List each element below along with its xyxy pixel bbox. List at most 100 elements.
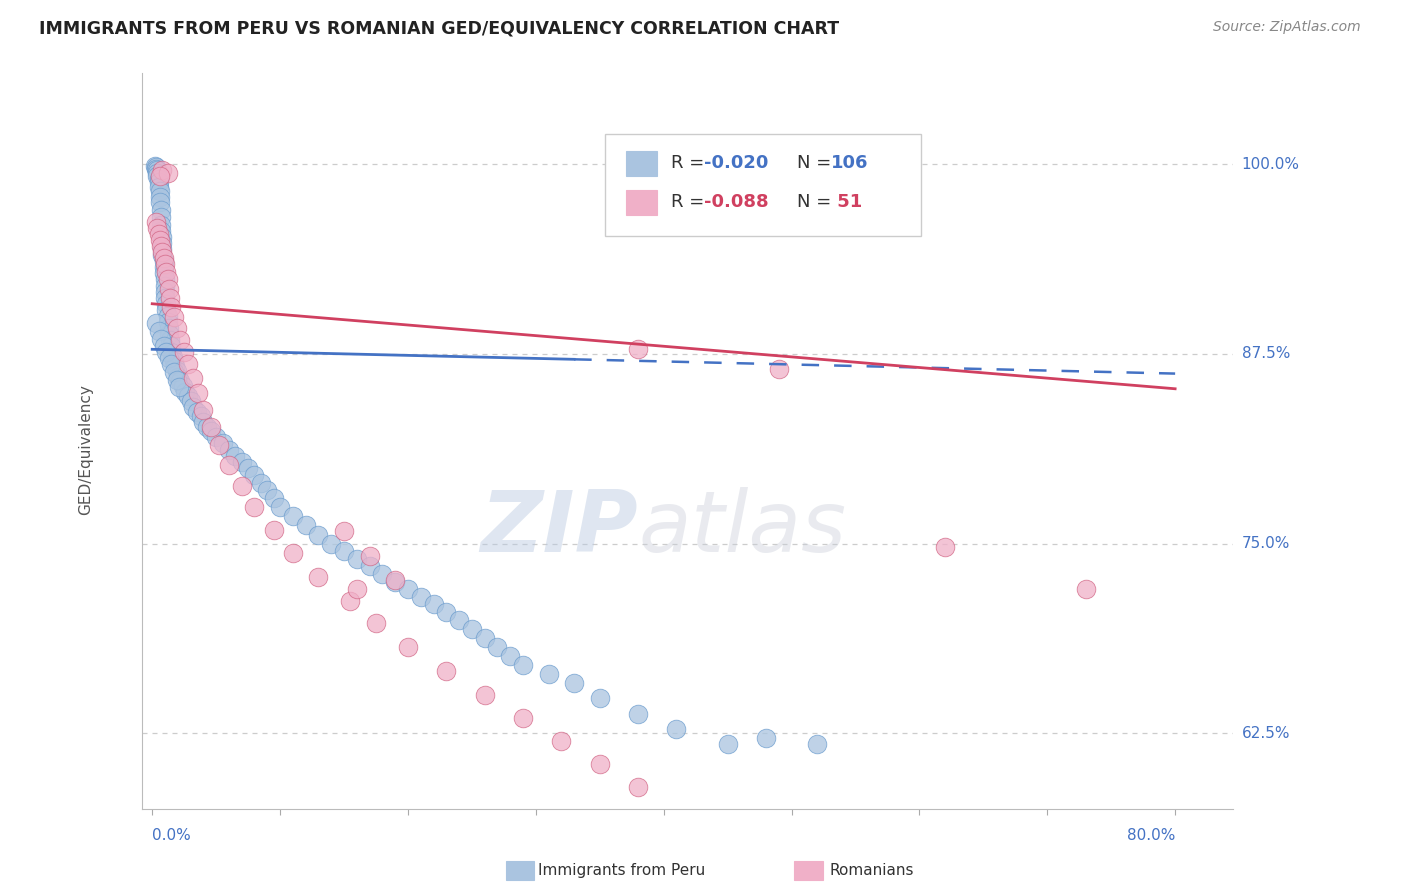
Point (333, 544, 356, 558)
Text: N =: N = (797, 154, 837, 172)
Point (157, 282, 180, 296)
Point (396, 582, 419, 597)
Point (422, 598, 444, 612)
Point (224, 449, 246, 463)
Point (512, 711, 534, 725)
Point (152, 245, 174, 260)
Text: 62.5%: 62.5% (1241, 726, 1291, 741)
Point (166, 369, 188, 384)
Point (163, 354, 186, 368)
Point (250, 475, 273, 490)
Point (339, 594, 361, 608)
Text: ZIP: ZIP (481, 487, 638, 570)
Point (150, 239, 173, 253)
Point (281, 509, 304, 524)
Text: R =: R = (671, 194, 710, 211)
Point (152, 251, 174, 265)
Point (208, 438, 231, 452)
Point (165, 359, 187, 373)
Point (156, 309, 179, 323)
Point (152, 163, 174, 178)
Point (359, 549, 381, 563)
Text: Source: ZipAtlas.com: Source: ZipAtlas.com (1213, 20, 1361, 34)
Point (195, 419, 218, 434)
Point (152, 260, 174, 275)
Point (152, 254, 174, 268)
Point (409, 590, 432, 604)
Point (145, 160, 167, 174)
Point (148, 324, 170, 338)
Point (166, 373, 188, 387)
Point (149, 194, 172, 209)
Text: N =: N = (797, 194, 837, 211)
Point (218, 458, 240, 472)
Point (157, 351, 180, 366)
Point (155, 345, 177, 359)
Point (187, 386, 209, 401)
Point (396, 640, 419, 654)
Point (243, 500, 266, 515)
Point (150, 211, 173, 225)
Point (371, 566, 394, 581)
Point (1074, 582, 1097, 597)
Point (200, 419, 222, 434)
Point (152, 266, 174, 280)
Point (152, 230, 174, 244)
Point (449, 613, 471, 627)
Point (218, 442, 240, 457)
Point (307, 570, 329, 584)
Point (152, 235, 174, 250)
Point (155, 302, 177, 317)
Point (200, 425, 222, 439)
Point (263, 491, 285, 505)
Point (150, 202, 173, 217)
Text: 75.0%: 75.0% (1241, 536, 1289, 551)
Point (321, 536, 343, 550)
Point (627, 706, 650, 721)
Point (148, 227, 170, 241)
Point (716, 737, 738, 751)
Point (537, 667, 560, 681)
Point (269, 500, 291, 515)
Point (333, 524, 356, 539)
Point (755, 160, 778, 174)
Point (148, 175, 170, 189)
Point (768, 362, 790, 376)
Point (143, 159, 166, 173)
Point (156, 315, 179, 329)
Point (211, 436, 233, 450)
Point (152, 242, 174, 256)
Point (665, 722, 688, 736)
Point (181, 400, 204, 414)
Point (160, 358, 183, 372)
Point (434, 664, 457, 678)
Point (193, 415, 215, 429)
Text: 87.5%: 87.5% (1241, 346, 1289, 361)
Text: Immigrants from Peru: Immigrants from Peru (538, 863, 706, 878)
Text: 0.0%: 0.0% (152, 828, 191, 843)
Point (231, 479, 253, 493)
Text: 80.0%: 80.0% (1126, 828, 1175, 843)
Text: Romanians: Romanians (830, 863, 914, 878)
Point (148, 172, 170, 186)
Point (149, 185, 172, 199)
Point (145, 317, 167, 331)
Point (172, 378, 194, 392)
Point (145, 215, 167, 229)
Point (150, 224, 173, 238)
Point (152, 339, 174, 353)
Point (499, 648, 522, 663)
Point (236, 460, 259, 475)
Point (153, 278, 176, 293)
Point (384, 573, 406, 587)
Point (167, 380, 190, 394)
Point (512, 658, 534, 673)
Point (160, 345, 183, 359)
Point (155, 297, 177, 311)
Text: atlas: atlas (638, 487, 846, 570)
Point (281, 546, 304, 560)
Text: 100.0%: 100.0% (1241, 157, 1299, 171)
Point (169, 374, 191, 388)
Point (461, 622, 484, 636)
Point (384, 574, 406, 589)
